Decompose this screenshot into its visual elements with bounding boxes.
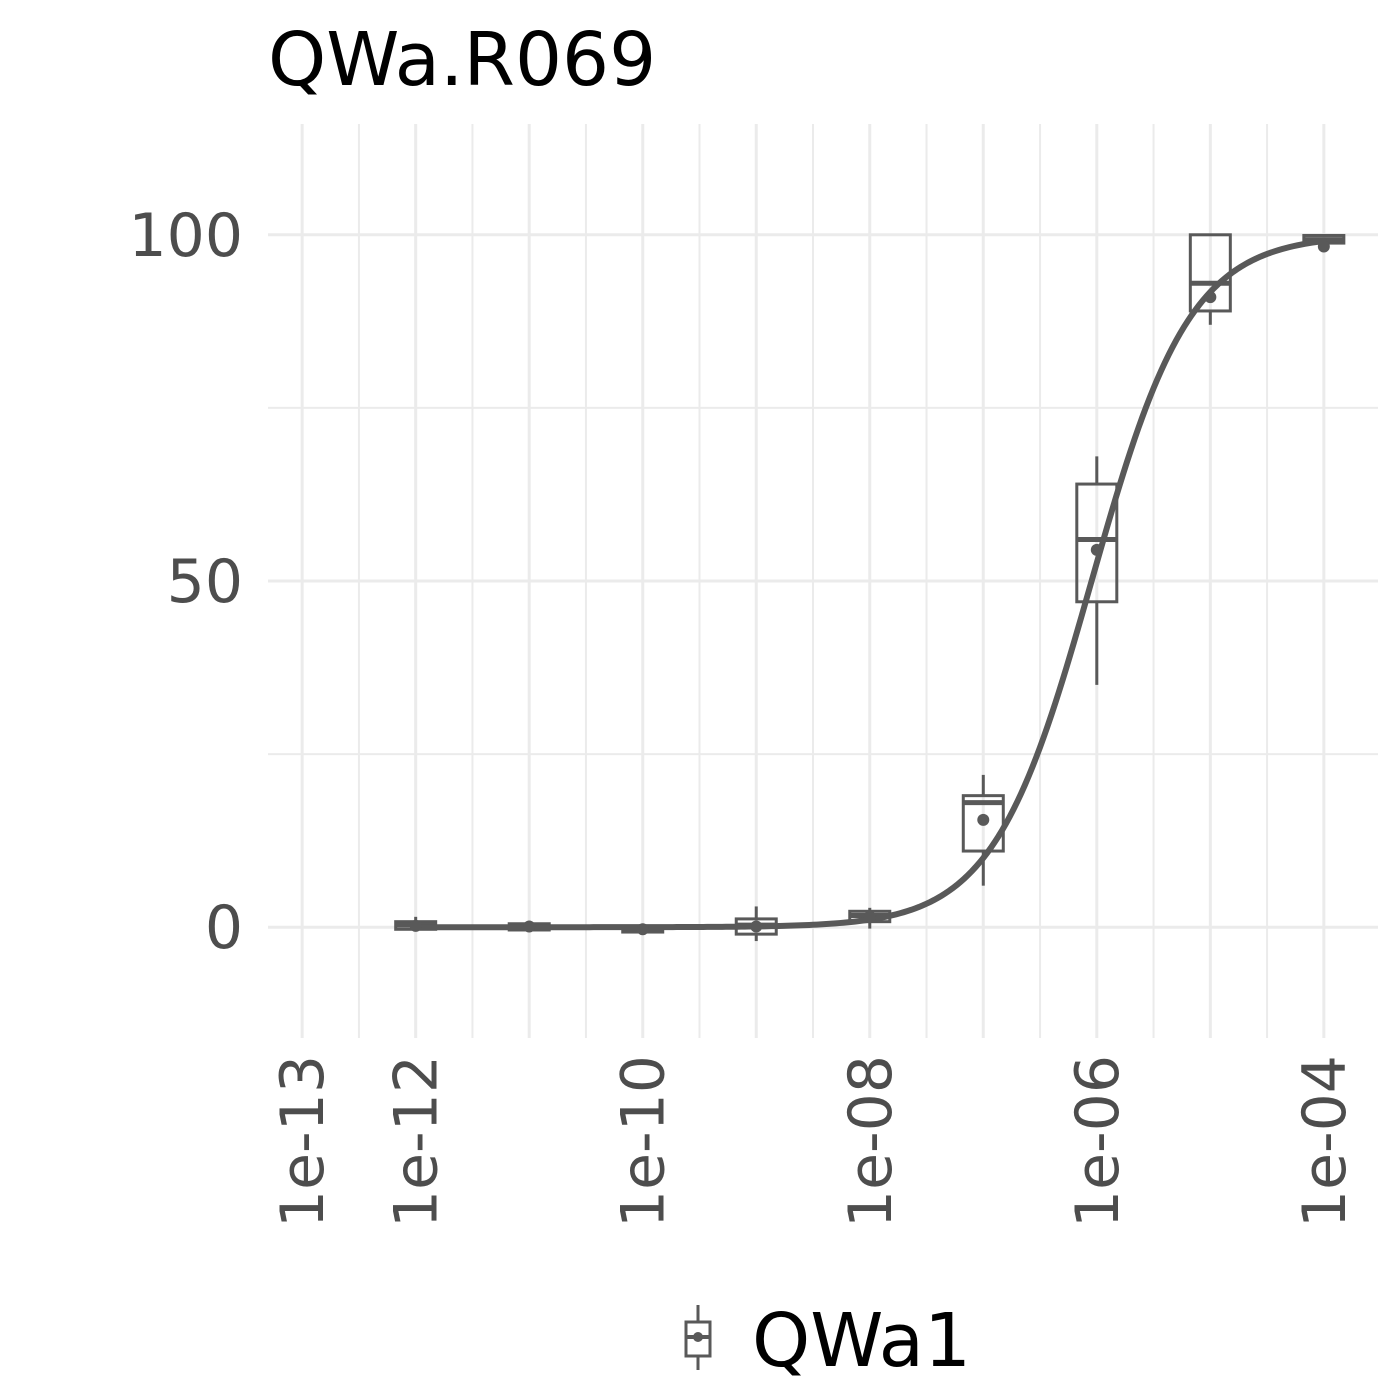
y-tick-label: 50 <box>167 547 243 617</box>
legend: QWa1 <box>684 1298 971 1384</box>
mean-point <box>523 920 536 933</box>
legend-key-point <box>693 1332 703 1342</box>
boxplot-box <box>1075 482 1119 604</box>
x-tick-label: 1e-12 <box>382 1055 452 1228</box>
mean-point <box>1204 291 1217 304</box>
y-tick-label: 0 <box>205 893 243 963</box>
y-tick-label: 100 <box>128 201 243 271</box>
x-tick-label: 1e-04 <box>1290 1055 1360 1228</box>
y-axis-tick-labels: 0 50 100 <box>128 201 243 963</box>
mean-point <box>977 813 990 826</box>
boxplot <box>1075 456 1119 685</box>
plot-data <box>394 233 1346 942</box>
x-tick-label: 1e-13 <box>268 1055 338 1228</box>
legend-label: QWa1 <box>752 1298 971 1384</box>
mean-point <box>1090 543 1103 556</box>
grid <box>268 124 1378 1038</box>
x-tick-label: 1e-10 <box>609 1055 679 1228</box>
x-tick-label: 1e-08 <box>836 1055 906 1228</box>
x-axis-tick-labels: 1e-13 1e-12 1e-10 1e-08 1e-06 1e-04 <box>268 1055 1360 1228</box>
chart-title: QWa.R069 <box>268 17 656 103</box>
mean-point <box>750 920 763 933</box>
mean-point <box>636 923 649 936</box>
x-tick-label: 1e-06 <box>1063 1055 1133 1228</box>
mean-point <box>1317 240 1330 253</box>
mean-point <box>863 910 876 923</box>
legend-key-boxplot-icon <box>684 1305 712 1370</box>
mean-point <box>409 919 422 932</box>
